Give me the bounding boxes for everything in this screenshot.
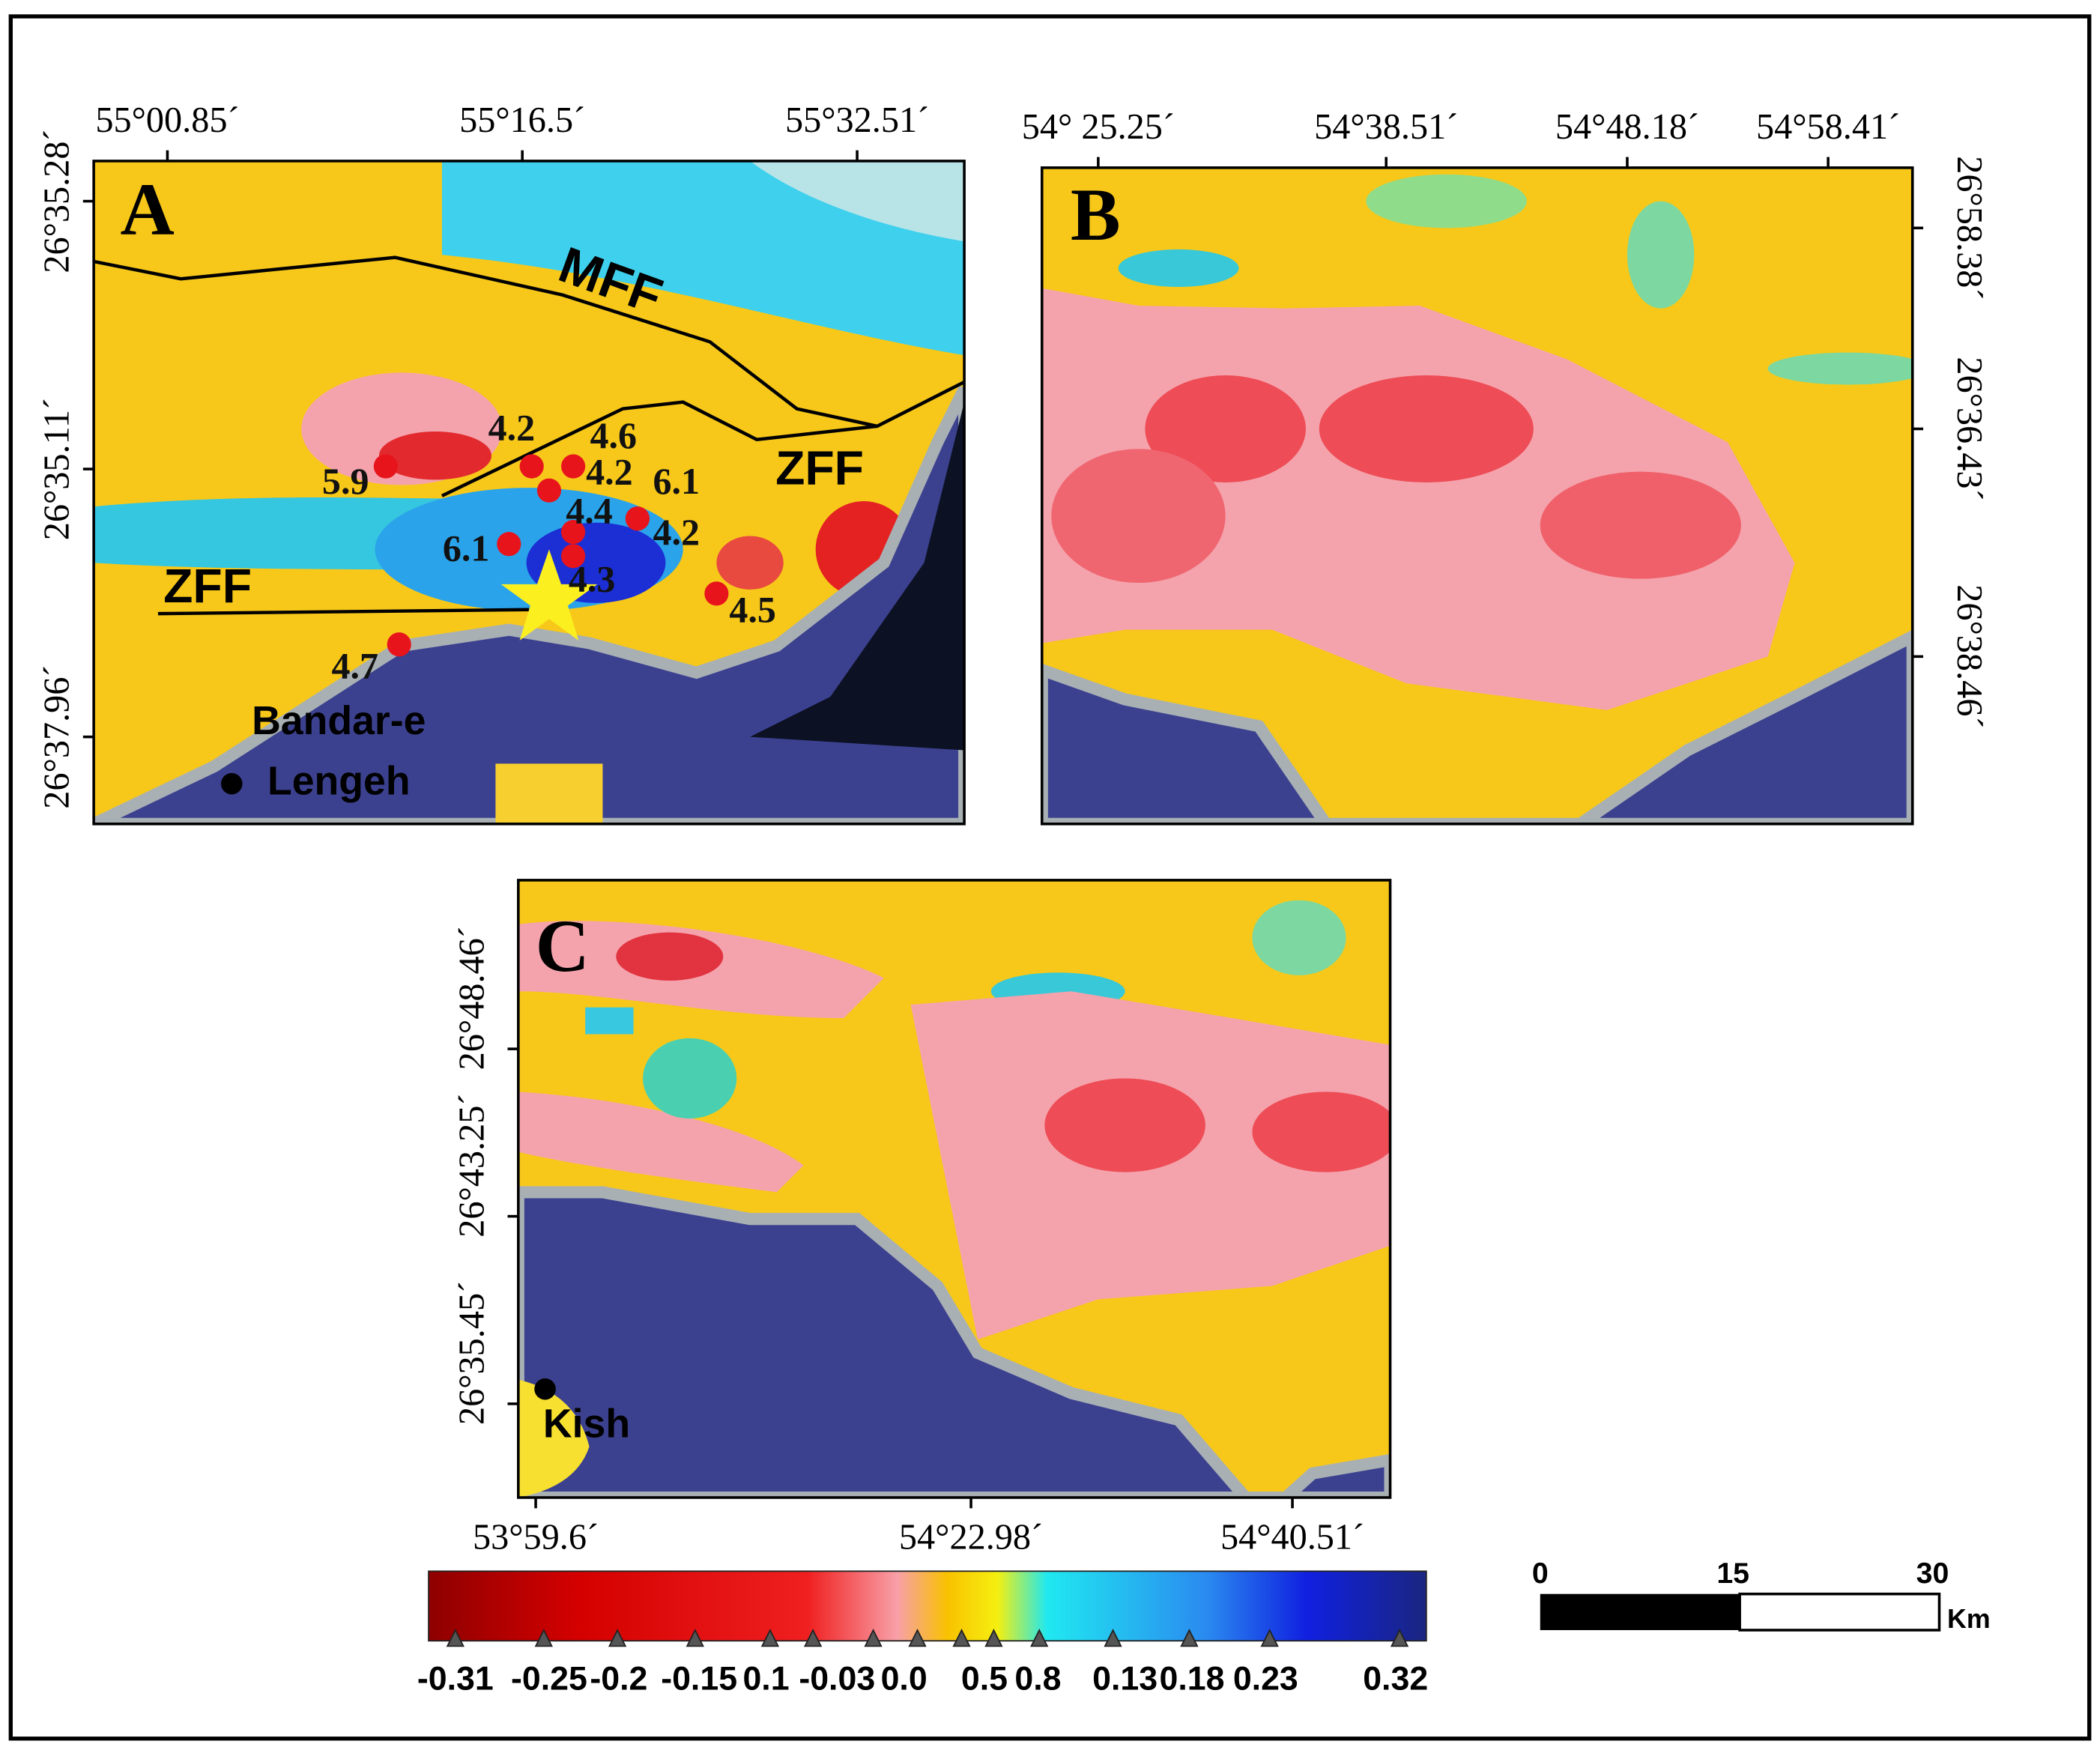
colorbar-marker — [952, 1628, 971, 1647]
panel-a-map — [94, 160, 965, 824]
fault-label: ZFF — [775, 441, 864, 495]
earthquake-point — [625, 506, 650, 531]
colorbar-label: -0.15 — [661, 1661, 737, 1698]
scale-label: 30 — [1916, 1557, 1949, 1590]
side-tick-label: 26°37.96´ — [37, 665, 77, 809]
panel-b-map — [1041, 167, 1913, 824]
colorbar-label: 0.5 — [961, 1661, 1008, 1698]
colorbar-label: 0.1 — [742, 1661, 789, 1698]
earthquake-point — [561, 454, 586, 479]
colorbar-label: -0.2 — [590, 1661, 647, 1698]
place-label: Lengeh — [267, 758, 411, 803]
side-tick-label: 26°48.46´ — [453, 926, 492, 1070]
side-tick-label: 26°58.38´ — [1949, 156, 1989, 300]
top-tick-label: 54° 25.25´ — [1022, 107, 1175, 147]
magnitude-label: 4.2 — [653, 511, 700, 553]
side-tick-label: 26°38.46´ — [1949, 584, 1989, 728]
colorbar-label: 0.32 — [1363, 1661, 1428, 1698]
fault-label: ZFF — [163, 559, 252, 613]
colorbar-marker — [803, 1628, 823, 1647]
colorbar-label: -0.25 — [511, 1661, 587, 1698]
magnitude-label: 4.6 — [590, 414, 637, 456]
magnitude-label: 6.1 — [443, 527, 490, 569]
colorbar-label: 0.18 — [1159, 1661, 1224, 1698]
top-tick-label: 54°58.41´ — [1756, 107, 1900, 147]
colorbar-label: -0.31 — [417, 1661, 494, 1698]
scale-bar-black — [1540, 1593, 1740, 1630]
colorbar-marker — [760, 1628, 780, 1647]
top-tick-label: 54°38.51´ — [1314, 107, 1458, 147]
colorbar-marker — [864, 1628, 883, 1647]
magnitude-label: 4.7 — [331, 645, 378, 687]
place-label: Bandar-e — [252, 698, 426, 743]
top-tick-label: 55°32.51´ — [785, 100, 929, 140]
magnitude-label: 4.5 — [729, 589, 776, 631]
colorbar-marker — [534, 1628, 553, 1647]
bottom-tick-label: 53°59.6´ — [473, 1517, 599, 1557]
magnitude-label: 4.2 — [586, 451, 633, 493]
colorbar-marker — [1260, 1628, 1279, 1647]
magnitude-label: 5.9 — [322, 460, 369, 502]
colorbar-label: 0.13 — [1092, 1661, 1158, 1698]
scale-unit: Km — [1947, 1604, 1991, 1634]
colorbar-label: 0.23 — [1233, 1661, 1298, 1698]
colorbar-marker — [1030, 1628, 1049, 1647]
colorbar-marker — [1180, 1628, 1199, 1647]
earthquake-point — [561, 544, 586, 569]
panel-c-map — [518, 880, 1391, 1498]
earthquake-point — [497, 532, 521, 557]
top-tick-label: 55°16.5´ — [459, 100, 585, 140]
panel-c-border — [517, 879, 1392, 1499]
colorbar-label: 0.0 — [881, 1661, 928, 1698]
earthquake-point — [561, 520, 586, 545]
place-label: Kish — [543, 1401, 630, 1446]
scale-bar-white — [1738, 1592, 1941, 1632]
colorbar-marker — [608, 1628, 627, 1647]
side-tick-label: 26°43.25´ — [453, 1094, 492, 1238]
colorbar-marker — [984, 1628, 1003, 1647]
panel-b-border — [1040, 166, 1914, 826]
earthquake-point — [373, 454, 398, 479]
panel-a-border — [92, 160, 966, 826]
colorbar — [428, 1570, 1427, 1642]
magnitude-label: 4.4 — [566, 489, 613, 531]
scale-label: 0 — [1532, 1557, 1549, 1590]
panel-label: B — [1071, 173, 1121, 256]
colorbar-marker — [446, 1628, 465, 1647]
bottom-tick-label: 54°40.51´ — [1220, 1517, 1364, 1557]
magnitude-label: 4.3 — [569, 558, 616, 600]
earthquake-point — [387, 632, 411, 657]
earthquake-point — [536, 478, 562, 503]
colorbar-marker — [686, 1628, 704, 1647]
panel-label: C — [536, 904, 590, 987]
magnitude-label: 6.1 — [653, 460, 700, 502]
colorbar-marker — [908, 1628, 927, 1647]
top-tick-label: 54°48.18´ — [1555, 107, 1699, 147]
colorbar-label: -0.03 — [799, 1661, 875, 1698]
bottom-tick-label: 54°22.98´ — [899, 1517, 1043, 1557]
magnitude-label: 4.2 — [488, 407, 536, 449]
side-tick-label: 26°36.43´ — [1949, 357, 1989, 500]
frame — [8, 14, 2092, 1741]
colorbar-marker — [1104, 1628, 1122, 1647]
side-tick-label: 26°35.28´ — [37, 129, 77, 273]
scale-label: 15 — [1716, 1557, 1749, 1590]
side-tick-label: 26°35.45´ — [453, 1281, 492, 1425]
side-tick-label: 26°35.11´ — [37, 398, 77, 540]
earthquake-point — [704, 581, 729, 606]
earthquake-point — [519, 454, 544, 479]
colorbar-marker — [1390, 1628, 1409, 1647]
colorbar-label: 0.8 — [1014, 1661, 1061, 1698]
panel-label: A — [120, 168, 174, 251]
top-tick-label: 55°00.85´ — [95, 100, 239, 140]
